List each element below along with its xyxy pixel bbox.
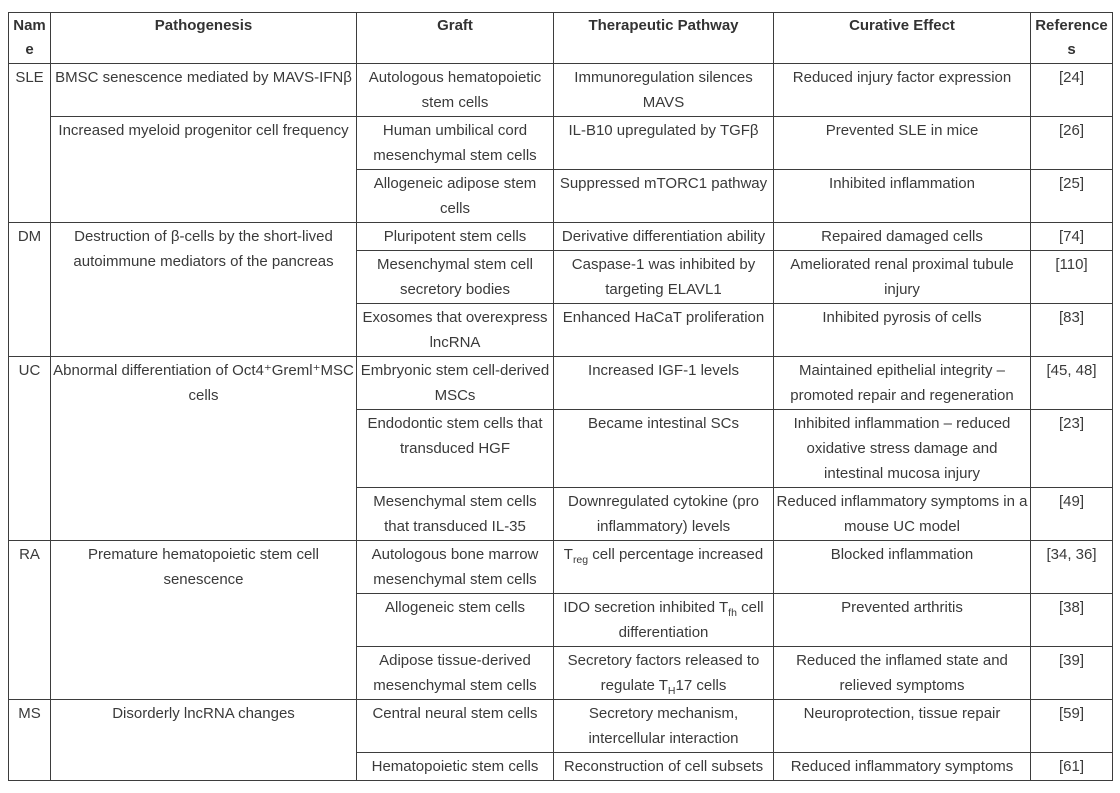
pathway-text: IDO secretion inhibited T	[563, 599, 729, 616]
table-row: Adipose tissue-derived mesenchymal stem …	[9, 646, 1113, 700]
table-row: MS Disorderly lncRNA changes Central neu…	[8, 699, 1113, 781]
cell-reference: [49]	[1030, 487, 1113, 541]
cell-reference: [74]	[1030, 222, 1113, 251]
cell-effect: Reduced inflammatory symptoms in a mouse…	[773, 487, 1031, 541]
cell-pathway: Treg cell percentage increased	[553, 540, 774, 594]
cell-pathway: IL-B10 upregulated by TGFβ	[553, 116, 774, 170]
cell-pathway: Downregulated cytokine (pro inflammatory…	[553, 487, 774, 541]
cell-effect: Reduced the inflamed state and relieved …	[773, 646, 1031, 700]
pathway-subscript: H	[667, 685, 676, 697]
cell-effect: Ameliorated renal proximal tubule injury	[773, 250, 1031, 304]
cell-effect: Prevented SLE in mice	[773, 116, 1031, 170]
cell-pathway: Became intestinal SCs	[553, 409, 774, 488]
col-header-pathogenesis: Pathogenesis	[50, 12, 357, 64]
cell-disease-name: MS	[8, 699, 51, 781]
disease-stem-cell-therapy-table: Name Pathogenesis Graft Therapeutic Path…	[8, 12, 1113, 781]
cell-pathogenesis: BMSC senescence mediated by MAVS-IFNβ	[50, 63, 357, 117]
pathway-text: cell percentage increased	[588, 546, 764, 563]
cell-pathogenesis: Increased myeloid progenitor cell freque…	[50, 116, 357, 223]
cell-effect: Blocked inflammation	[773, 540, 1031, 594]
cell-reference: [110]	[1030, 250, 1113, 304]
cell-effect: Inhibited inflammation – reduced oxidati…	[773, 409, 1031, 488]
cell-pathway: IDO secretion inhibited Tfh cell differe…	[553, 593, 774, 647]
table-row: RA Premature hematopoietic stem cell sen…	[8, 540, 1113, 700]
pathway-text: 17 cells	[675, 677, 727, 694]
cell-graft: Mesenchymal stem cell secretory bodies	[356, 250, 554, 304]
cell-pathway: Secretory mechanism, intercellular inter…	[553, 699, 774, 753]
cell-pathway: Increased IGF-1 levels	[553, 356, 774, 410]
cell-pathway: Secretory factors released to regulate T…	[553, 646, 774, 700]
cell-effect: Maintained epithelial integrity – promot…	[773, 356, 1031, 410]
cell-reference: [83]	[1030, 303, 1113, 357]
table-row: Allogeneic adipose stem cells Suppressed…	[9, 169, 1113, 223]
cell-effect: Reduced inflammatory symptoms	[773, 752, 1031, 781]
cell-effect: Inhibited inflammation	[773, 169, 1031, 223]
cell-disease-name: DM	[8, 222, 51, 357]
cell-pathogenesis: Destruction of β-cells by the short-live…	[50, 222, 357, 357]
cell-graft: Central neural stem cells	[356, 699, 554, 753]
cell-pathogenesis: Disorderly lncRNA changes	[50, 699, 357, 781]
col-header-graft: Graft	[356, 12, 554, 64]
cell-graft: Hematopoietic stem cells	[356, 752, 554, 781]
table-row: SLE BMSC senescence mediated by MAVS-IFN…	[8, 63, 1113, 223]
cell-reference: [38]	[1030, 593, 1113, 647]
pathway-text: T	[563, 546, 573, 563]
cell-reference: [45, 48]	[1030, 356, 1113, 410]
pathway-text: cell differentiation	[618, 599, 764, 641]
cell-graft: Allogeneic adipose stem cells	[356, 169, 554, 223]
cell-pathway: Immunoregulation silences MAVS	[553, 63, 774, 117]
cell-pathway: Reconstruction of cell subsets	[553, 752, 774, 781]
cell-pathway: Caspase-1 was inhibited by targeting ELA…	[553, 250, 774, 304]
cell-reference: [23]	[1030, 409, 1113, 488]
cell-reference: [26]	[1030, 116, 1113, 170]
table-row: Exosomes that overexpress lncRNA Enhance…	[9, 303, 1113, 357]
cell-disease-name: SLE	[8, 63, 51, 223]
cell-graft: Autologous hematopoietic stem cells	[356, 63, 554, 117]
cell-pathway: Enhanced HaCaT proliferation	[553, 303, 774, 357]
header-row: Name Pathogenesis Graft Therapeutic Path…	[8, 12, 1113, 64]
cell-reference: [24]	[1030, 63, 1113, 117]
col-header-name: Name	[8, 12, 51, 64]
cell-disease-name: UC	[8, 356, 51, 541]
cell-effect: Neuroprotection, tissue repair	[773, 699, 1031, 753]
cell-effect: Repaired damaged cells	[773, 222, 1031, 251]
table-row: Increased myeloid progenitor cell freque…	[9, 116, 1113, 223]
col-header-curative-effect: Curative Effect	[773, 12, 1031, 64]
cell-pathogenesis: Abnormal differentiation of Oct4⁺Greml⁺M…	[50, 356, 357, 541]
cell-reference: [34, 36]	[1030, 540, 1113, 594]
cell-effect: Prevented arthritis	[773, 593, 1031, 647]
table-row: DM Destruction of β-cells by the short-l…	[8, 222, 1113, 357]
cell-pathogenesis: Premature hematopoietic stem cell senesc…	[50, 540, 357, 700]
table-row: Allogeneic stem cells IDO secretion inhi…	[9, 593, 1113, 647]
cell-reference: [25]	[1030, 169, 1113, 223]
cell-reference: [59]	[1030, 699, 1113, 753]
cell-graft: Autologous bone marrow mesenchymal stem …	[356, 540, 554, 594]
cell-graft: Pluripotent stem cells	[356, 222, 554, 251]
cell-graft: Adipose tissue-derived mesenchymal stem …	[356, 646, 554, 700]
cell-graft: Exosomes that overexpress lncRNA	[356, 303, 554, 357]
pathway-subscript: fh	[728, 607, 737, 619]
pathway-text: Secretory factors released to regulate T	[567, 652, 760, 694]
cell-graft: Allogeneic stem cells	[356, 593, 554, 647]
cell-pathway: Suppressed mTORC1 pathway	[553, 169, 774, 223]
col-header-references: References	[1030, 12, 1113, 64]
cell-graft: Mesenchymal stem cells that transduced I…	[356, 487, 554, 541]
cell-pathway: Derivative differentiation ability	[553, 222, 774, 251]
cell-graft: Endodontic stem cells that transduced HG…	[356, 409, 554, 488]
table-row: UC Abnormal differentiation of Oct4⁺Grem…	[8, 356, 1113, 541]
cell-disease-name: RA	[8, 540, 51, 700]
cell-graft: Embryonic stem cell-derived MSCs	[356, 356, 554, 410]
pathway-subscript: reg	[572, 554, 589, 566]
cell-reference: [39]	[1030, 646, 1113, 700]
cell-graft: Human umbilical cord mesenchymal stem ce…	[356, 116, 554, 170]
cell-reference: [61]	[1030, 752, 1113, 781]
cell-effect: Inhibited pyrosis of cells	[773, 303, 1031, 357]
table-row: Mesenchymal stem cell secretory bodies C…	[9, 250, 1113, 304]
col-header-therapeutic-pathway: Therapeutic Pathway	[553, 12, 774, 64]
cell-effect: Reduced injury factor expression	[773, 63, 1031, 117]
table-row: Mesenchymal stem cells that transduced I…	[9, 487, 1113, 541]
